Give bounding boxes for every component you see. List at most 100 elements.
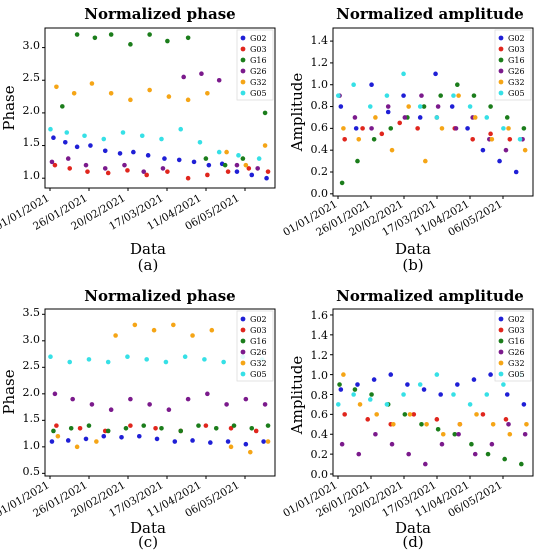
- data-point: [209, 327, 215, 333]
- data-point: [457, 422, 463, 427]
- data-point: [484, 392, 490, 397]
- legend-label: G03: [250, 326, 267, 335]
- data-point: [417, 382, 423, 387]
- data-point: [128, 396, 133, 402]
- panel-c-x-axis-label: Data: [130, 519, 166, 537]
- data-point: [178, 126, 184, 132]
- legend-label: G32: [250, 359, 267, 368]
- data-point: [373, 115, 378, 120]
- data-point: [125, 168, 130, 173]
- data-point: [490, 422, 496, 427]
- data-point: [51, 135, 56, 141]
- legend-marker: [240, 371, 246, 377]
- data-point: [402, 115, 408, 120]
- panel-b-x-axis-label: Data: [395, 240, 431, 258]
- data-point: [355, 158, 360, 164]
- data-point: [224, 149, 229, 155]
- data-point: [55, 433, 61, 439]
- data-point: [367, 104, 373, 109]
- data-point: [162, 156, 167, 161]
- data-point: [455, 82, 460, 88]
- y-tick-label: 1.5: [23, 136, 41, 149]
- legend-marker: [498, 327, 504, 333]
- series-G16: [60, 32, 268, 168]
- data-point: [160, 166, 166, 171]
- data-point: [357, 402, 363, 407]
- legend-label: G02: [250, 315, 267, 324]
- data-point: [474, 412, 479, 417]
- data-point: [440, 431, 446, 437]
- data-point: [228, 444, 234, 450]
- data-point: [480, 412, 486, 417]
- legend-box: [236, 310, 274, 382]
- data-point: [185, 175, 191, 181]
- panel-a-x-axis-label: Data: [130, 240, 166, 258]
- data-point: [434, 417, 440, 422]
- data-point: [216, 77, 222, 83]
- data-point: [501, 382, 506, 387]
- data-point: [405, 382, 410, 387]
- data-point: [122, 162, 127, 168]
- data-point: [467, 104, 473, 109]
- panel-b-marks: G02 G03 G16 G26 G32 G05: [330, 29, 532, 199]
- series-G02: [51, 135, 269, 181]
- data-point: [131, 149, 136, 155]
- data-point: [147, 402, 152, 407]
- legend-marker: [240, 57, 246, 63]
- data-point: [391, 422, 396, 427]
- data-point: [199, 71, 204, 77]
- y-tick-label: 1.0: [311, 369, 329, 382]
- panel-a-y-ticks: 1.0 1.5 2.0 2.5 3.0: [23, 39, 41, 182]
- data-point: [423, 158, 428, 164]
- data-point: [123, 425, 129, 431]
- data-point: [519, 461, 524, 467]
- data-point: [465, 126, 470, 131]
- data-point: [471, 377, 477, 382]
- legend-label: G16: [508, 56, 525, 65]
- legend-box: [494, 29, 532, 101]
- series-G03: [52, 162, 271, 181]
- data-point: [89, 402, 95, 407]
- data-point: [83, 436, 89, 442]
- data-point: [264, 175, 269, 181]
- data-point: [356, 451, 362, 457]
- data-point: [419, 422, 424, 427]
- y-tick-label: 1.2: [311, 56, 329, 69]
- legend-label: G26: [250, 348, 267, 357]
- data-point: [435, 426, 441, 432]
- data-point: [265, 423, 271, 428]
- data-point: [470, 136, 475, 142]
- panel-c-title: Normalized phase: [84, 287, 235, 305]
- data-point: [54, 423, 59, 428]
- data-point: [222, 162, 228, 168]
- data-point: [65, 156, 71, 161]
- legend-label: G05: [250, 89, 267, 98]
- data-point: [337, 382, 342, 387]
- data-point: [225, 169, 231, 174]
- legend-label: G26: [508, 348, 525, 357]
- data-point: [472, 115, 478, 120]
- data-point: [467, 402, 473, 407]
- data-point: [421, 387, 427, 392]
- data-point: [85, 169, 90, 174]
- series-G26: [337, 93, 525, 153]
- data-point: [185, 35, 191, 41]
- data-point: [371, 377, 377, 382]
- data-point: [406, 451, 411, 457]
- data-point: [411, 412, 417, 417]
- data-point: [367, 397, 373, 402]
- data-point: [48, 354, 53, 360]
- y-tick-label: 1.4: [311, 34, 329, 47]
- legend-marker: [240, 35, 246, 41]
- y-tick-label: 2.0: [23, 386, 41, 399]
- data-point: [52, 391, 58, 397]
- legend-marker: [498, 46, 504, 52]
- data-point: [522, 147, 528, 153]
- data-point: [74, 32, 80, 37]
- data-point: [144, 357, 149, 362]
- data-point: [128, 97, 133, 103]
- y-tick-label: 0.8: [311, 99, 329, 112]
- data-point: [355, 382, 360, 387]
- y-tick-label: 1.2: [311, 349, 329, 362]
